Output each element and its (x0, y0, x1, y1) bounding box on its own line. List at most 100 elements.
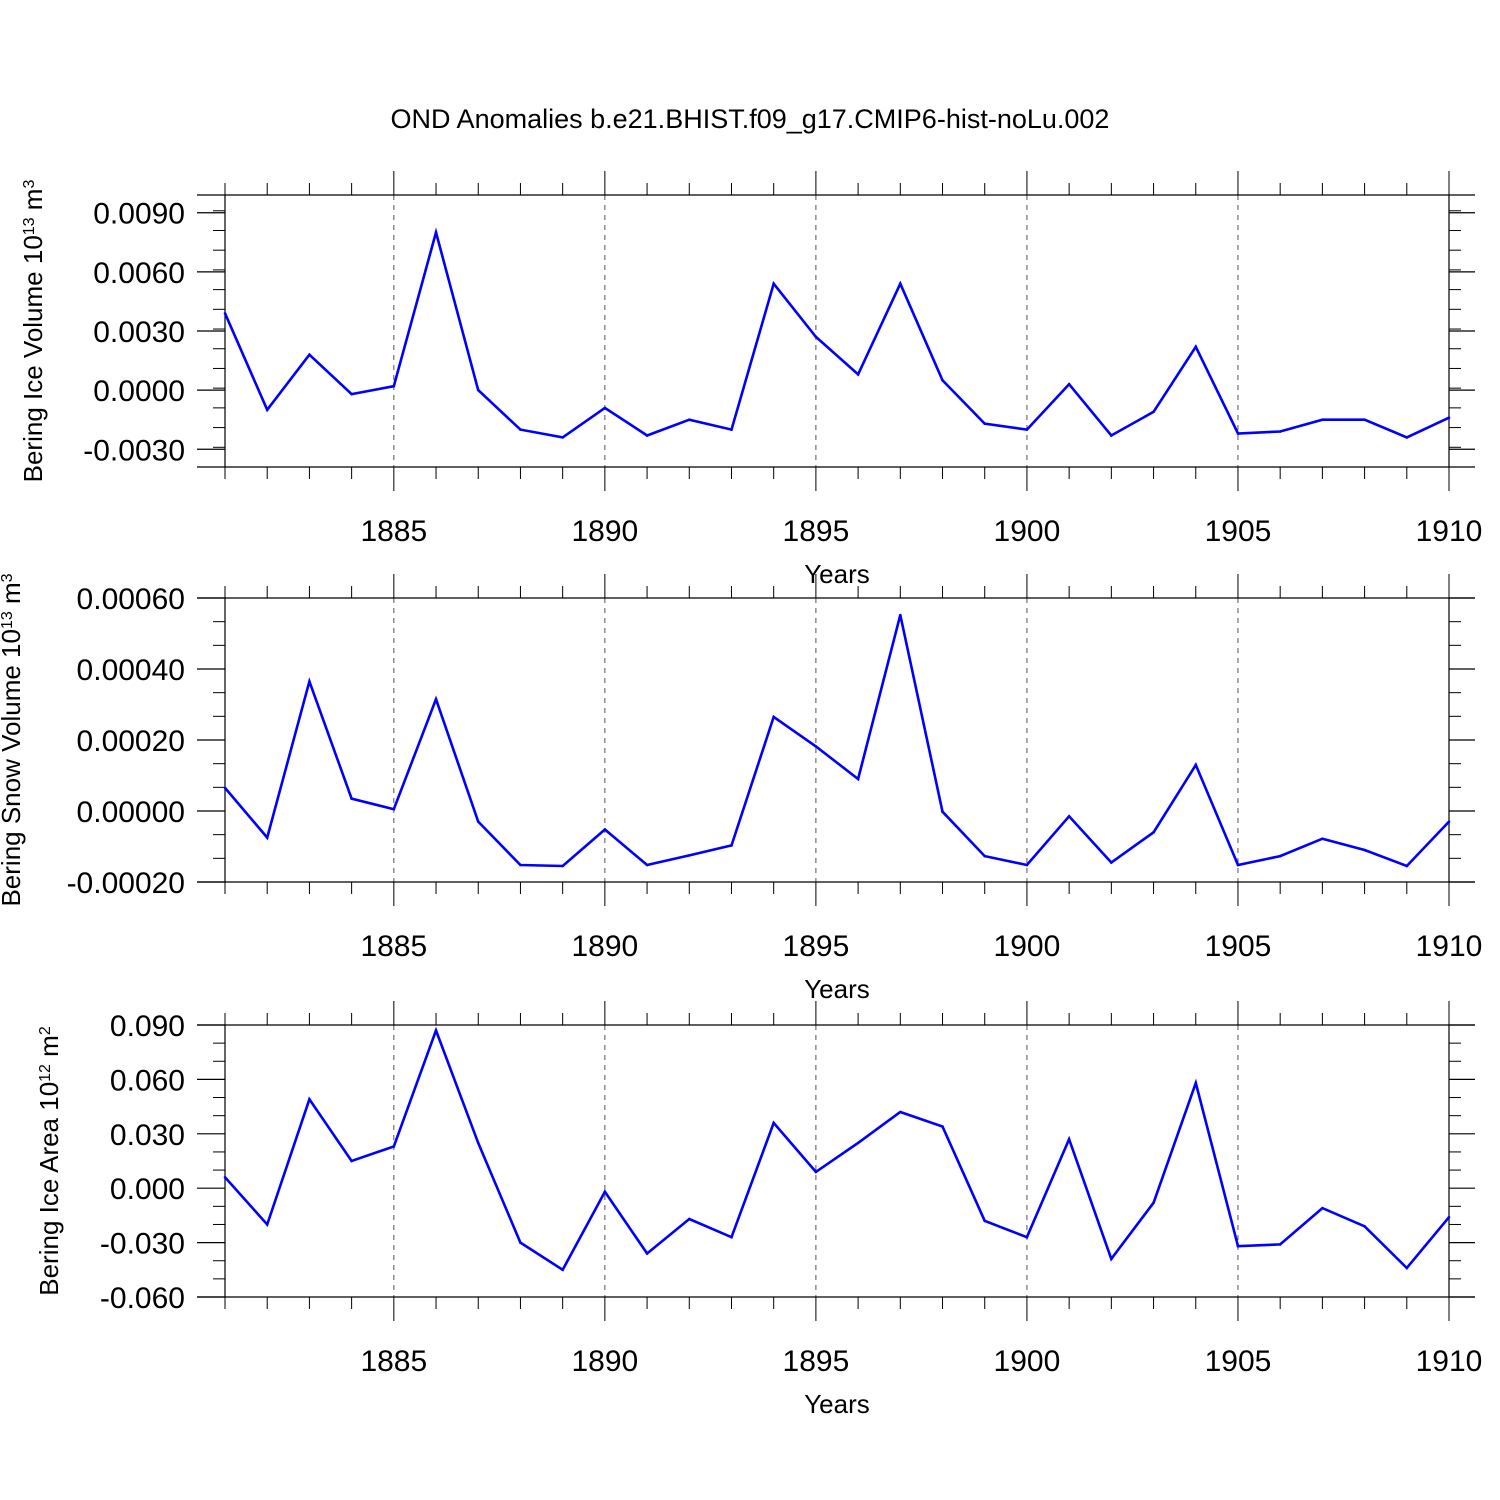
data-point (814, 745, 818, 748)
x-tick-label: 1890 (571, 515, 638, 548)
data-point (519, 428, 522, 431)
data-point (434, 1029, 438, 1032)
chart-title: OND Anomalies b.e21.BHIST.f09_g17.CMIP6-… (390, 104, 1110, 134)
data-point (814, 335, 818, 339)
data-point (308, 680, 311, 683)
data-point (1025, 1235, 1029, 1239)
data-point (434, 231, 438, 234)
data-point (350, 392, 353, 396)
data-point (350, 797, 353, 800)
y-tick-label: 0.0060 (93, 257, 185, 290)
data-point (1236, 1244, 1240, 1248)
data-point (1236, 432, 1240, 435)
data-point (1067, 815, 1071, 818)
data-point (519, 863, 522, 867)
data-point (1194, 763, 1198, 767)
data-point (772, 715, 775, 719)
data-point (941, 810, 944, 814)
y-tick-label: 0.000 (110, 1173, 185, 1206)
y-tick-label: 0.0000 (93, 375, 185, 408)
data-point (1110, 861, 1113, 864)
x-tick-label: 1910 (1416, 515, 1483, 548)
x-tick-label: 1900 (994, 930, 1061, 963)
data-point (265, 836, 269, 839)
data-point (856, 777, 860, 781)
data-point (856, 373, 860, 376)
data-point (1194, 345, 1198, 349)
data-point (1447, 820, 1451, 823)
data-point (223, 1176, 227, 1179)
data-point (687, 418, 691, 421)
data-point (1405, 1266, 1409, 1270)
y-tick-label: 0.030 (110, 1119, 185, 1152)
x-tick-label: 1905 (1205, 930, 1272, 963)
data-point (1278, 1243, 1282, 1246)
x-tick-label: 1905 (1205, 1345, 1272, 1378)
x-tick-label: 1895 (783, 515, 850, 548)
data-point (308, 353, 311, 356)
data-point (476, 388, 480, 392)
data-point (899, 282, 902, 285)
data-point (1067, 382, 1071, 386)
data-point (476, 820, 480, 823)
y-tick-label: 0.00000 (77, 796, 185, 829)
x-tick-label: 1890 (571, 930, 638, 963)
data-point (1236, 863, 1240, 867)
data-point (1363, 418, 1366, 421)
data-point (1067, 1137, 1071, 1141)
data-point (603, 828, 607, 831)
data-point (603, 1190, 607, 1194)
y-tick-label: -0.060 (100, 1282, 185, 1315)
panel-1: 1885 1890 1895 1900 1905 1910 Years -0.0030 0.00… (18, 171, 1482, 589)
y-tick-label: 0.0030 (93, 316, 185, 349)
data-point (1447, 416, 1451, 420)
data-point (983, 854, 987, 858)
data-point (1025, 863, 1029, 867)
data-point (561, 1268, 564, 1272)
data-point (603, 406, 607, 410)
data-point (730, 1235, 733, 1239)
series-line (223, 227, 1450, 439)
x-tick-label: 1885 (360, 930, 427, 963)
x-tick-label: 1905 (1205, 515, 1272, 548)
data-point (1405, 864, 1409, 868)
data-point (561, 436, 564, 439)
data-point (392, 1145, 396, 1148)
data-point (519, 1241, 522, 1244)
series-line (224, 1026, 1450, 1272)
data-point (1278, 430, 1282, 433)
data-point (941, 1125, 944, 1128)
data-point (223, 311, 227, 315)
series-line (224, 614, 1450, 868)
y-tick-label: -0.0030 (83, 434, 185, 467)
y-axis-label: Bering Ice Volume 1013 m3 (18, 180, 48, 483)
x-axis-label: Years (804, 974, 870, 1004)
x-tick-label: 1900 (994, 1345, 1061, 1378)
data-point (1152, 831, 1155, 834)
data-point (899, 1110, 902, 1114)
data-point (1152, 1201, 1155, 1205)
data-point (308, 1098, 311, 1101)
data-point (1110, 1257, 1113, 1261)
x-tick-label: 1885 (360, 1345, 427, 1378)
data-point (856, 1141, 860, 1145)
x-axis-label: Years (804, 1389, 870, 1419)
data-point (1321, 418, 1324, 421)
data-point (1447, 1215, 1451, 1219)
data-point (941, 378, 944, 382)
data-point (687, 1217, 691, 1221)
data-point (1405, 436, 1409, 439)
data-point (983, 1219, 987, 1223)
data-point (1321, 1206, 1324, 1210)
data-point (814, 1170, 818, 1174)
y-tick-label: 0.0090 (93, 198, 185, 231)
data-point (392, 807, 396, 811)
data-point (1152, 410, 1155, 414)
data-point (772, 282, 775, 285)
x-tick-label: 1885 (360, 515, 427, 548)
data-point (265, 1223, 269, 1226)
x-tick-label: 1895 (783, 930, 850, 963)
y-tick-label: 0.060 (110, 1064, 185, 1097)
data-point (1278, 854, 1282, 858)
